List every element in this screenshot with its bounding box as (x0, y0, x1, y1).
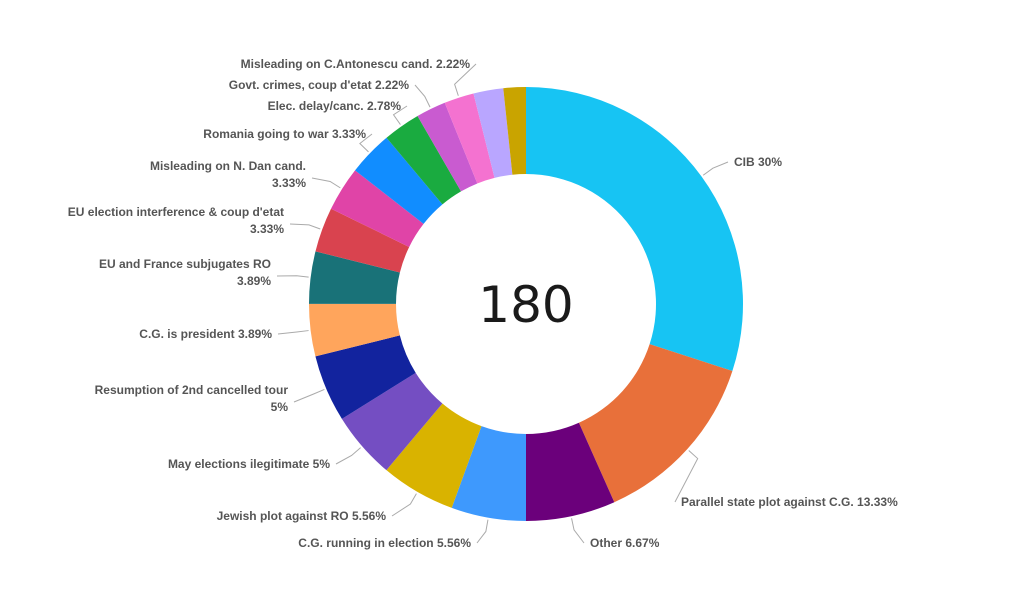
slice-label-name: Misleading on N. Dan cand. (150, 159, 306, 173)
slice-label-value: 5% (271, 400, 289, 414)
slice-label-name: EU and France subjugates RO (99, 257, 271, 271)
slice-16[interactable] (503, 87, 526, 175)
slice-label-name: EU election interference & coup d'etat (68, 205, 284, 219)
leader-line-7 (277, 330, 309, 335)
slice-label-0: CIB 30% (734, 155, 782, 169)
slice-label-2: Other 6.67% (590, 536, 660, 550)
leader-line-0 (702, 161, 729, 176)
leader-line-11 (359, 133, 373, 153)
slice-label-13: Govt. crimes, coup d'etat 2.22% (229, 78, 410, 92)
slice-8[interactable] (309, 251, 400, 304)
slice-label-8: EU and France subjugates RO 3.89% (99, 257, 271, 288)
leader-line-5 (335, 447, 361, 465)
slice-12[interactable] (386, 116, 462, 205)
slice-4[interactable] (386, 403, 482, 508)
slice-label-6: Resumption of 2nd cancelled tour 5% (95, 383, 289, 414)
leader-line-13 (414, 84, 431, 108)
slice-label-4: Jewish plot against RO 5.56% (217, 509, 387, 523)
slice-9[interactable] (315, 208, 410, 273)
slice-label-11: Romania going to war 3.33% (203, 127, 366, 141)
slice-1[interactable] (578, 344, 733, 503)
leader-line-1 (674, 450, 699, 503)
leader-line-14 (454, 63, 477, 96)
slice-10[interactable] (331, 170, 424, 247)
slice-15[interactable] (473, 88, 513, 178)
slice-0[interactable] (526, 87, 743, 372)
slice-13[interactable] (417, 102, 478, 192)
slice-label-name: Resumption of 2nd cancelled tour (95, 383, 289, 397)
slice-3[interactable] (451, 426, 526, 521)
leader-lines (276, 63, 729, 544)
slice-label-10: Misleading on N. Dan cand. 3.33% (150, 159, 306, 190)
leader-line-3 (476, 519, 489, 544)
leader-line-12 (392, 105, 408, 125)
center-total: 180 (478, 276, 573, 334)
slice-14[interactable] (444, 93, 495, 184)
leader-line-8 (276, 275, 309, 278)
slice-labels: CIB 30% Parallel state plot against C.G. … (68, 57, 898, 550)
leader-line-6 (293, 388, 325, 403)
leader-line-9 (289, 223, 321, 230)
slice-label-12: Elec. delay/canc. 2.78% (268, 99, 402, 113)
slice-label-3: C.G. running in election 5.56% (298, 536, 471, 550)
slice-label-value: 3.33% (272, 176, 306, 190)
slice-7[interactable] (308, 303, 400, 357)
donut-slices (308, 87, 743, 521)
leader-line-10 (311, 177, 341, 189)
slice-label-value: 3.89% (237, 274, 271, 288)
slice-label-value: 3.33% (250, 222, 284, 236)
slice-2[interactable] (526, 422, 615, 521)
slice-label-7: C.G. is president 3.89% (139, 327, 272, 341)
leader-line-4 (391, 493, 417, 517)
slice-11[interactable] (355, 137, 443, 224)
leader-line-2 (571, 518, 585, 544)
slice-label-9: EU election interference & coup d'etat 3.… (68, 205, 285, 236)
slice-5[interactable] (341, 372, 443, 471)
slice-6[interactable] (315, 335, 416, 419)
slice-label-5: May elections ilegitimate 5% (168, 457, 330, 471)
slice-label-1: Parallel state plot against C.G. 13.33% (681, 495, 898, 509)
slice-label-14: Misleading on C.Antonescu cand. 2.22% (241, 57, 471, 71)
